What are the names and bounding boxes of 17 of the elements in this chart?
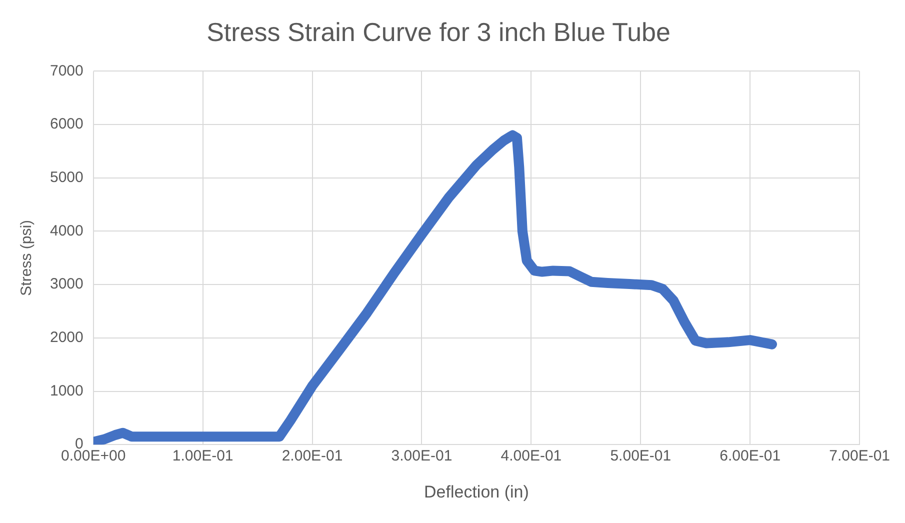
y-tick-label: 6000	[50, 116, 84, 133]
x-tick-label: 5.00E-01	[610, 448, 672, 465]
x-tick-label: 7.00E-01	[829, 448, 890, 465]
x-tick-label: 2.00E-01	[282, 448, 343, 465]
y-tick-label: 7000	[50, 62, 84, 80]
y-axis-title: Stress (psi)	[18, 220, 36, 296]
x-tick-label: 4.00E-01	[500, 448, 562, 465]
x-axis-title: Deflection (in)	[424, 482, 529, 502]
y-tick-label: 3000	[50, 276, 84, 293]
chart-title: Stress Strain Curve for 3 inch Blue Tube	[206, 16, 670, 47]
y-tick-label: 5000	[50, 169, 84, 186]
y-tick-label: 4000	[50, 222, 84, 240]
y-tick-label: 1000	[50, 382, 84, 400]
y-tick-label: 2000	[50, 329, 84, 346]
x-tick-label: 1.00E-01	[172, 448, 234, 465]
x-tick-label: 3.00E-01	[391, 448, 452, 465]
x-tick-label: 6.00E-01	[720, 448, 781, 465]
